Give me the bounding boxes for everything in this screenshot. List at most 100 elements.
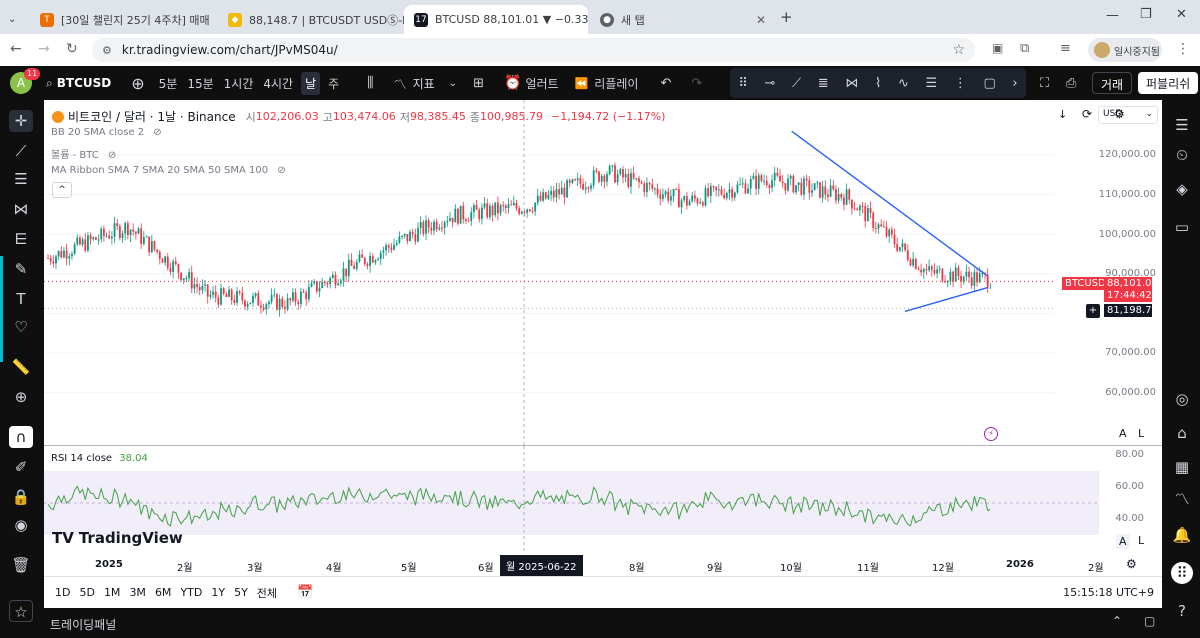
interval-1w[interactable]: 주 — [328, 76, 340, 91]
elliott-wave-icon[interactable]: ∿ — [897, 75, 909, 91]
redo-icon[interactable]: ↷ — [691, 75, 703, 91]
auto-scale-A-button[interactable]: A — [1119, 427, 1127, 440]
collapse-legend-chevron-icon[interactable]: ^ — [52, 182, 72, 198]
hide-eye-icon[interactable]: ◉ — [14, 516, 28, 534]
eye-off-icon[interactable]: ⊘ — [277, 165, 286, 176]
panel-maximize-icon[interactable]: ▢ — [1144, 614, 1156, 628]
pattern-icon[interactable]: ⋈ — [845, 75, 859, 91]
range-5d[interactable]: 5D — [79, 586, 95, 599]
site-info-icon[interactable]: ⚙ — [102, 43, 112, 57]
eye-off-icon[interactable]: ⊘ — [107, 150, 117, 161]
user-avatar[interactable]: A 11 — [10, 68, 41, 94]
rsi-legend[interactable]: RSI 14 close 38.04 — [51, 453, 148, 464]
indicator-ma-ribbon[interactable]: MA Ribbon SMA 7 SMA 20 SMA 50 SMA 100 ⊘ — [51, 165, 286, 176]
interval-15m[interactable]: 15분 — [187, 76, 214, 91]
tab-list-chevron-icon[interactable]: ⌄ — [8, 14, 17, 25]
layers-icon[interactable]: ◈ — [1176, 180, 1188, 198]
more-chevron-icon[interactable]: › — [1012, 75, 1018, 91]
trend-line-tool-icon[interactable]: ⟋ — [15, 142, 27, 160]
time-axis-settings-icon[interactable]: ⚙ — [1126, 557, 1137, 571]
alert-button[interactable]: 얼러트 — [525, 76, 559, 91]
scroll-down-arrow-icon[interactable]: ↓ — [1058, 108, 1068, 121]
ideas-icon[interactable]: ⌂ — [1177, 424, 1187, 442]
fullscreen-icon[interactable]: ⛶ — [1040, 75, 1050, 91]
rsi-canvas[interactable] — [44, 446, 1162, 554]
streams-icon[interactable]: 〽 — [1174, 490, 1190, 508]
eye-off-icon[interactable]: ⊘ — [153, 127, 162, 138]
calendar-icon[interactable]: ▦ — [1174, 458, 1190, 476]
settings-gear-icon[interactable]: ⚙ — [1114, 107, 1125, 121]
pattern-tool-icon[interactable]: ⋈ — [13, 200, 29, 218]
apps-grid-icon[interactable]: ⠿ — [1171, 562, 1193, 584]
browser-tab-2[interactable]: ◆ 88,148.7 | BTCUSDT USDⓈ-M ✕ — [218, 5, 404, 34]
currency-select[interactable]: USD ⌄ — [1098, 106, 1158, 124]
range-1m[interactable]: 1M — [103, 586, 121, 599]
close-icon[interactable]: ✕ — [210, 13, 216, 27]
range-6m[interactable]: 6M — [154, 586, 172, 599]
bookmark-star-icon[interactable]: ☆ — [952, 42, 965, 58]
indicator-bb[interactable]: BB 20 SMA close 2 ⊘ — [51, 127, 162, 138]
reading-list-icon[interactable]: ≡ — [1060, 41, 1071, 56]
interval-1d-active[interactable]: 날 — [301, 71, 321, 95]
rsi-log-L-button[interactable]: L — [1138, 534, 1145, 547]
icons-tool-heart-icon[interactable]: ♡ — [14, 318, 28, 336]
range-all[interactable]: 전체 — [256, 586, 278, 600]
replay-icon[interactable]: ⏪ — [574, 76, 589, 90]
url-text[interactable]: kr.tradingview.com/chart/JPvMS04u/ — [121, 43, 338, 57]
magnet-icon[interactable]: ∩ — [9, 426, 33, 448]
rectangle-icon[interactable]: ▢ — [983, 75, 996, 91]
main-chart-pane[interactable]: 비트코인 / 달러 · 1날 · Binance 시 102,206.03 고 … — [44, 100, 1162, 445]
ruler-icon[interactable]: 📏 — [11, 358, 31, 376]
target-icon[interactable]: ◎ — [1175, 390, 1189, 408]
text-tool-icon[interactable]: T — [16, 290, 26, 308]
browser-tab-3-active[interactable]: 17 BTCUSD 88,101.01 ▼ −0.33% ✕ — [404, 5, 588, 34]
alerts-clock-icon[interactable]: ⏲ — [1176, 146, 1188, 164]
price-chart-canvas[interactable] — [44, 100, 1162, 445]
extensions-puzzle-icon[interactable]: ⧉ — [1020, 41, 1030, 56]
undo-icon[interactable]: ↶ — [660, 75, 672, 91]
reload-icon[interactable]: ↻ — [66, 41, 78, 57]
range-3m[interactable]: 3M — [129, 586, 146, 599]
indicators-button[interactable]: 지표 — [412, 76, 435, 91]
replay-button[interactable]: 리플레이 — [594, 76, 639, 91]
favorites-star-icon[interactable]: ☆ — [9, 600, 33, 622]
symbol-search-button[interactable]: BTCUSD — [56, 76, 112, 90]
publish-button[interactable]: 퍼블리쉬 — [1138, 72, 1199, 94]
zoom-in-icon[interactable]: ⊕ — [14, 388, 28, 406]
rsi-pane[interactable]: RSI 14 close 38.04 80.00 60.00 40.00 TV … — [44, 445, 1162, 554]
legend-title[interactable]: 비트코인 / 달러 · 1날 · Binance — [68, 110, 236, 124]
range-1y[interactable]: 1Y — [211, 586, 226, 599]
candle-type-icon[interactable]: ⫼ — [367, 75, 374, 91]
drag-handle-icon[interactable]: ⠿ — [738, 75, 748, 91]
indicators-chevron-icon[interactable]: ⌄ — [448, 77, 458, 89]
indicators-icon[interactable]: 〽 — [393, 77, 407, 93]
chat-icon[interactable]: ▭ — [1174, 218, 1190, 236]
interval-5m[interactable]: 5분 — [158, 76, 178, 91]
help-icon[interactable]: ? — [1178, 602, 1186, 620]
stay-drawing-icon[interactable]: ✐ — [14, 458, 28, 476]
upper-trendline[interactable] — [791, 130, 988, 277]
notifications-bell-icon[interactable]: 🔔 — [1172, 526, 1192, 544]
browser-tab-1[interactable]: T [30일 챌린지 25기 4주차] 매매 ✕ — [30, 5, 216, 34]
path-icon[interactable]: ⌇ — [874, 75, 882, 91]
browser-tab-4[interactable]: ● 새 탭 ✕ — [590, 5, 776, 34]
alert-clock-icon[interactable]: ⏰ — [504, 75, 522, 91]
fib-retracement-icon[interactable]: ☰ — [925, 75, 938, 91]
lock-icon[interactable]: 🔒 — [11, 488, 31, 506]
minimize-icon[interactable]: — — [1106, 8, 1119, 23]
fib-tool-icon[interactable]: ☰ — [14, 170, 28, 188]
brush-tool-icon[interactable]: ✎ — [14, 260, 28, 278]
layouts-grid-icon[interactable]: ⊞ — [473, 75, 485, 91]
goto-date-calendar-icon[interactable]: 📅 — [297, 585, 314, 600]
window-close-icon[interactable]: ✕ — [1176, 7, 1187, 22]
add-alert-plus-icon[interactable]: + — [1086, 304, 1100, 318]
range-5y[interactable]: 5Y — [234, 586, 248, 599]
lightning-event-icon[interactable]: ⚡ — [984, 427, 998, 441]
trade-button[interactable]: 거래 — [1092, 72, 1133, 94]
panel-expand-chevron-icon[interactable]: ⌃ — [1112, 614, 1123, 628]
interval-1h[interactable]: 1시간 — [223, 76, 254, 91]
new-tab-plus-icon[interactable]: + — [780, 8, 793, 26]
browser-menu-icon[interactable]: ⋮ — [1176, 41, 1190, 57]
lower-trendline[interactable] — [904, 286, 988, 313]
time-axis[interactable]: 2025 2월 3월 4월 5월 6월 월 2025-06-22 8월 9월 1… — [44, 553, 1162, 576]
